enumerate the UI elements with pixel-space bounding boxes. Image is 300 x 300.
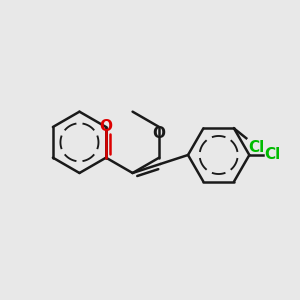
Text: Cl: Cl: [265, 148, 281, 163]
Text: Cl: Cl: [248, 140, 264, 155]
Text: O: O: [153, 126, 166, 141]
Text: O: O: [100, 118, 112, 134]
